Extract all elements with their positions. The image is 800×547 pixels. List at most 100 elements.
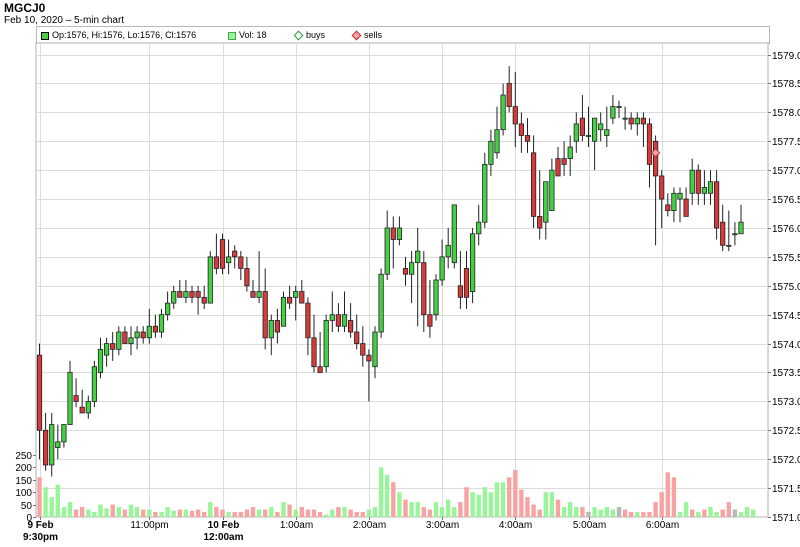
candle-body bbox=[592, 117, 598, 142]
volume-bar bbox=[653, 502, 658, 517]
candle-body bbox=[36, 354, 43, 431]
volume-bar bbox=[543, 492, 548, 517]
volume-bar bbox=[61, 507, 67, 517]
time-tick-label: 5:00am bbox=[573, 520, 606, 531]
candle-body bbox=[347, 320, 354, 333]
volume-tick-label: 0 bbox=[26, 513, 32, 524]
legend-sells: sells bbox=[351, 29, 382, 41]
candle-body bbox=[73, 395, 79, 402]
candle-body bbox=[262, 291, 268, 339]
candle-body bbox=[396, 227, 403, 240]
candle-body bbox=[476, 221, 482, 235]
volume-bar bbox=[281, 502, 286, 517]
candle-body bbox=[79, 406, 85, 414]
candle-body bbox=[640, 117, 647, 125]
candle-body bbox=[408, 262, 415, 275]
volume-bar bbox=[202, 512, 207, 517]
volume-bar bbox=[598, 509, 603, 517]
volume-bar bbox=[250, 507, 256, 517]
volume-bar bbox=[49, 497, 54, 517]
volume-bar bbox=[43, 487, 48, 517]
volume-bar bbox=[360, 512, 365, 517]
volume-bar bbox=[738, 512, 744, 517]
volume-bar bbox=[391, 482, 396, 517]
volume-bar bbox=[616, 507, 622, 517]
candle-body bbox=[256, 291, 262, 298]
candle-body bbox=[482, 163, 488, 223]
volume-bar bbox=[330, 509, 335, 517]
legend-ohlc-text: Op:1576, Hi:1576, Lo:1576, Cl:1576 bbox=[52, 30, 197, 40]
volume-bar bbox=[629, 512, 634, 517]
volume-bar bbox=[500, 482, 506, 517]
volume-bar bbox=[433, 502, 439, 517]
candle-body bbox=[689, 169, 695, 194]
candle-body bbox=[518, 123, 525, 136]
volume-bar bbox=[305, 509, 311, 517]
volume-bar bbox=[641, 512, 646, 517]
volume-bar bbox=[177, 509, 182, 517]
volume-bar bbox=[488, 492, 494, 517]
volume-bar bbox=[67, 502, 73, 517]
volume-bar bbox=[604, 507, 609, 517]
volume-bar bbox=[549, 492, 555, 517]
candle-body bbox=[354, 331, 360, 344]
volume-bar bbox=[317, 512, 323, 517]
volume-bar bbox=[311, 509, 317, 517]
candle-body bbox=[390, 227, 396, 240]
volume-bar bbox=[622, 509, 628, 517]
candle-body bbox=[280, 296, 287, 327]
price-tick-label: 1575.5 bbox=[772, 253, 800, 264]
volume-tick-label: 200 bbox=[15, 463, 32, 474]
volume-bar bbox=[189, 510, 195, 517]
candle-body bbox=[250, 291, 256, 298]
volume-swatch-icon bbox=[228, 31, 236, 40]
volume-bar bbox=[592, 507, 597, 517]
candle-body bbox=[49, 424, 55, 466]
volume-bar bbox=[732, 509, 738, 517]
candle-body bbox=[415, 250, 421, 264]
volume-bar bbox=[372, 507, 378, 517]
candle-body bbox=[646, 123, 653, 165]
volume-bar bbox=[610, 509, 616, 517]
volume-bar bbox=[128, 504, 134, 517]
price-tick-label: 1576.0 bbox=[772, 224, 800, 235]
candle-body bbox=[201, 296, 207, 304]
candle-body bbox=[110, 343, 116, 350]
candle-body bbox=[134, 331, 140, 339]
candle-body bbox=[683, 198, 689, 217]
volume-bar bbox=[366, 509, 372, 517]
candle-body bbox=[677, 192, 683, 200]
volume-bar bbox=[275, 512, 280, 517]
candle-body bbox=[140, 331, 146, 339]
candle-body bbox=[555, 158, 561, 177]
volume-bar bbox=[531, 504, 536, 517]
volume-bar bbox=[513, 469, 518, 517]
legend-sells-text: sells bbox=[364, 30, 383, 40]
chart-title: MGCJ0 bbox=[4, 1, 46, 15]
volume-bar bbox=[409, 502, 414, 517]
candle-body bbox=[628, 117, 634, 125]
candle-body bbox=[238, 256, 244, 269]
candle-body bbox=[671, 192, 677, 212]
candle-body bbox=[177, 291, 183, 298]
volume-bar bbox=[446, 499, 451, 517]
volume-bar bbox=[720, 509, 725, 517]
candle-body bbox=[738, 221, 744, 235]
volume-bar bbox=[165, 507, 170, 517]
candle-body bbox=[598, 123, 604, 131]
volume-bar bbox=[220, 509, 225, 517]
volume-bar bbox=[348, 509, 353, 517]
volume-bar bbox=[659, 492, 664, 517]
candle-body bbox=[274, 320, 281, 333]
candle-body bbox=[701, 187, 708, 194]
volume-bar bbox=[671, 477, 677, 517]
volume-bar bbox=[86, 509, 91, 517]
volume-bar bbox=[244, 509, 250, 517]
price-tick-label: 1573.5 bbox=[772, 368, 800, 379]
volume-bar bbox=[555, 499, 561, 517]
volume-bar bbox=[458, 502, 463, 517]
candle-body bbox=[531, 152, 537, 217]
volume-bar bbox=[232, 512, 237, 517]
volume-bar bbox=[677, 512, 683, 517]
time-tick-label: 3:00am bbox=[426, 520, 459, 531]
